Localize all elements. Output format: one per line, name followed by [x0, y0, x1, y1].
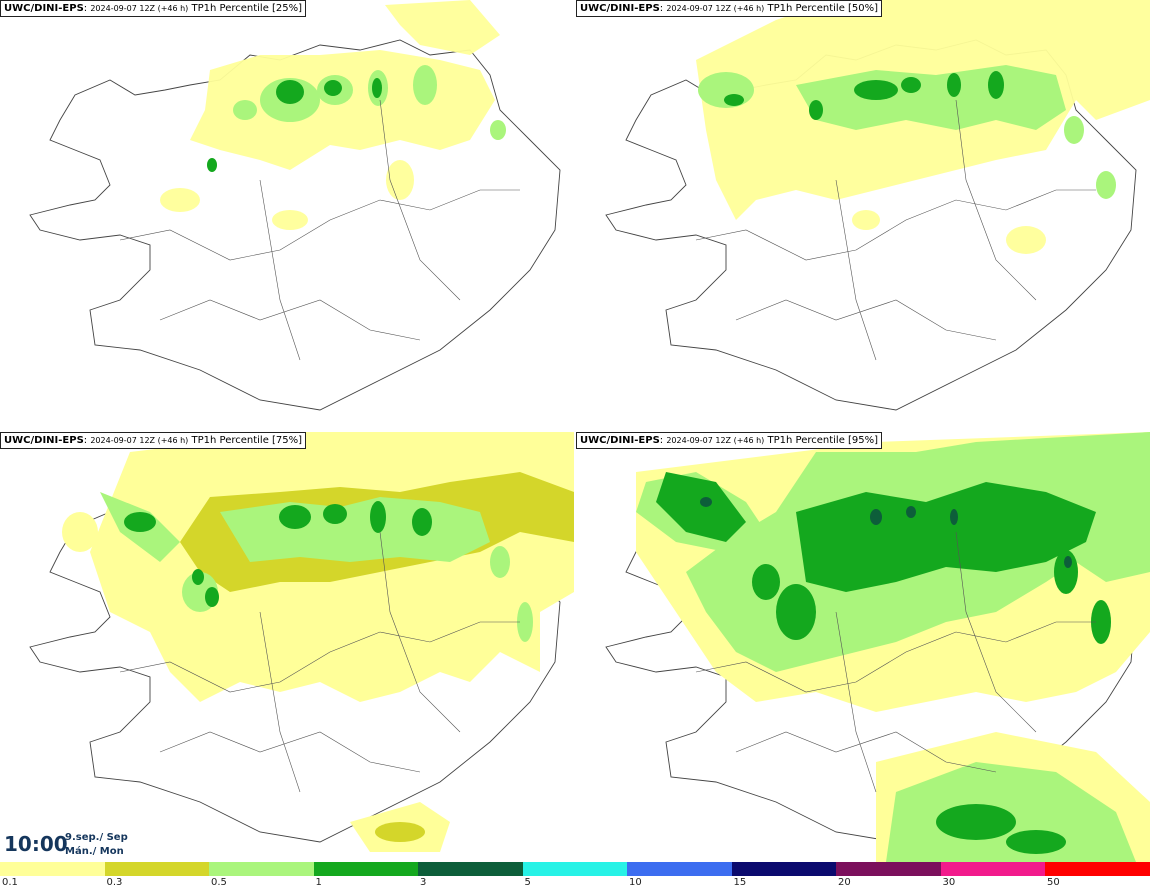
legend-tick-label: 50	[1047, 877, 1060, 888]
legend-swatch	[1045, 862, 1150, 876]
legend-swatch	[522, 862, 627, 876]
panel-title: UWC/DINI-EPS: 2024-09-07 12Z (+46 h) TP1…	[576, 432, 883, 449]
legend-swatch	[0, 862, 105, 876]
legend-swatch	[209, 862, 314, 876]
map-panel-p50: UWC/DINI-EPS: 2024-09-07 12Z (+46 h) TP1…	[576, 0, 1150, 430]
run-info: 2024-09-07 12Z (+46 h)	[90, 436, 189, 445]
model-name: UWC/DINI-EPS	[580, 3, 660, 14]
panel-divider-horizontal	[0, 430, 1150, 432]
legend-swatch	[940, 862, 1045, 876]
model-name: UWC/DINI-EPS	[4, 3, 84, 14]
field-name: TP1h Percentile [50%]	[767, 3, 879, 14]
valid-time: 10:00	[4, 832, 68, 856]
precip-map-p25	[29, 0, 561, 411]
legend-swatch	[104, 862, 209, 876]
field-name: TP1h Percentile [25%]	[191, 3, 303, 14]
field-name: TP1h Percentile [95%]	[767, 435, 879, 446]
legend-swatch	[418, 862, 523, 876]
legend-tick-label: 20	[838, 877, 851, 888]
map-panel-p25: UWC/DINI-EPS: 2024-09-07 12Z (+46 h) TP1…	[0, 0, 574, 430]
color-legend: 0.1 0.3 0.5 1 3 5 10 15 20 30 50	[0, 862, 1150, 891]
panel-title: UWC/DINI-EPS: 2024-09-07 12Z (+46 h) TP1…	[576, 0, 883, 17]
legend-tick-label: 30	[942, 877, 956, 888]
run-info: 2024-09-07 12Z (+46 h)	[666, 4, 765, 13]
legend-swatch	[313, 862, 418, 876]
legend-tick-label: 5	[524, 877, 531, 888]
precip-map-p50	[605, 0, 1150, 411]
run-info: 2024-09-07 12Z (+46 h)	[666, 436, 765, 445]
legend-swatch	[731, 862, 836, 876]
legend-tick-label: 1	[315, 877, 322, 888]
precip-map-p95	[605, 432, 1150, 862]
panel-title: UWC/DINI-EPS: 2024-09-07 12Z (+46 h) TP1…	[0, 432, 307, 449]
map-panel-p95: UWC/DINI-EPS: 2024-09-07 12Z (+46 h) TP1…	[576, 432, 1150, 862]
map-panel-p75: UWC/DINI-EPS: 2024-09-07 12Z (+46 h) TP1…	[0, 432, 574, 862]
legend-tick-label: 0.5	[211, 877, 227, 888]
field-name: TP1h Percentile [75%]	[191, 435, 303, 446]
model-name: UWC/DINI-EPS	[4, 435, 84, 446]
model-name: UWC/DINI-EPS	[580, 435, 660, 446]
valid-time-box	[0, 826, 130, 862]
panel-title: UWC/DINI-EPS: 2024-09-07 12Z (+46 h) TP1…	[0, 0, 307, 17]
precip-map-p75	[29, 432, 574, 852]
legend-tick-label: 0.1	[2, 877, 18, 888]
run-info: 2024-09-07 12Z (+46 h)	[90, 4, 189, 13]
valid-weekday: Mán./ Mon	[65, 846, 124, 857]
legend-swatch	[627, 862, 732, 876]
valid-date: 9.sep./ Sep	[65, 832, 128, 843]
legend-tick-label: 0.3	[106, 877, 123, 888]
legend-tick-label: 3	[420, 877, 427, 888]
legend-swatch	[836, 862, 941, 876]
legend-tick-label: 15	[733, 877, 747, 888]
legend-tick-label: 10	[629, 877, 642, 888]
